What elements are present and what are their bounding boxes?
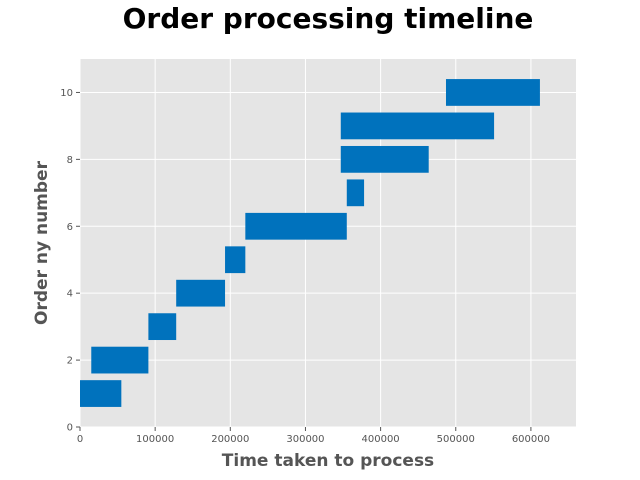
y-tick-label: 0 [67,423,73,434]
bar-order-6 [245,212,347,240]
bar-order-4 [176,279,226,307]
y-axis-label: Order ny number [32,160,52,325]
x-axis-label: Time taken to process [222,451,434,471]
bar-order-8 [340,145,429,173]
bar-order-3 [148,313,177,341]
y-tick-label: 8 [67,155,73,166]
y-tick-label: 6 [67,222,73,233]
bars [80,79,540,407]
ticks: 0 100000 200000 300000 400000 500000 600000 0 2 4… [60,88,550,445]
y-tick-label: 10 [60,88,73,99]
bar-order-2 [91,346,149,374]
x-tick-label: 500000 [437,434,475,445]
x-tick-label: 0 [77,434,83,445]
plot-area [80,59,576,427]
x-tick-label: 200000 [211,434,249,445]
chart-title: Order processing timeline [123,2,534,35]
bar-order-1 [80,380,122,407]
bar-order-9 [340,112,495,140]
x-tick-label: 600000 [512,434,550,445]
x-tick-label: 400000 [362,434,400,445]
x-tick-label: 300000 [286,434,324,445]
bar-order-5 [225,246,246,274]
x-tick-label: 100000 [136,434,174,445]
bar-order-10 [445,79,540,106]
y-tick-label: 4 [67,289,73,300]
y-tick-label: 2 [67,356,73,367]
bar-order-7 [346,179,365,207]
